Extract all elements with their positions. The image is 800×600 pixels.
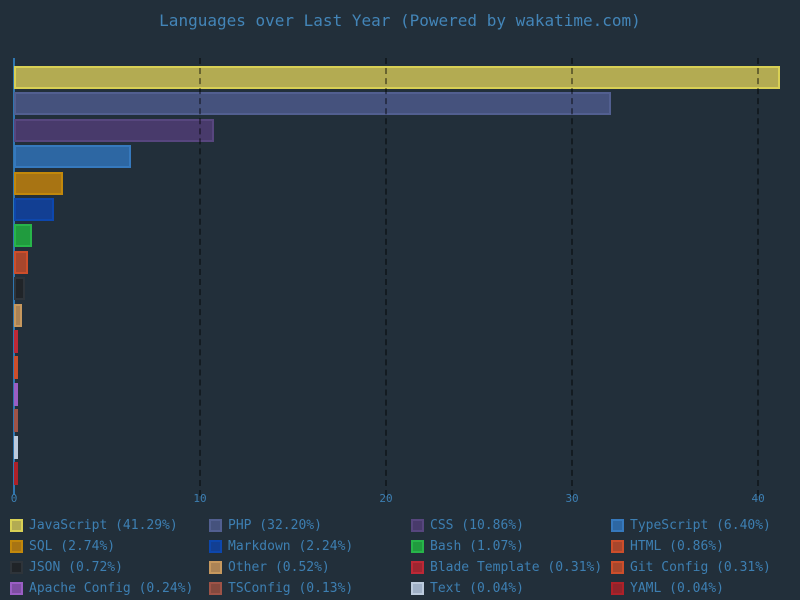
bar-json [14,277,25,300]
legend-label-git-config: Git Config (0.31%) [630,557,771,578]
bar-php [14,92,611,115]
legend-item-blade-template: Blade Template (0.31%) [411,557,611,578]
legend-label-tsconfig: TSConfig (0.13%) [228,578,353,599]
x-tick-label-10: 10 [193,492,206,505]
x-tick-label-30: 30 [565,492,578,505]
bar-git-config [14,356,18,379]
legend-label-other: Other (0.52%) [228,557,330,578]
legend-item-sql: SQL (2.74%) [10,536,209,557]
legend-swatch-php [209,519,222,532]
legend-item-markdown: Markdown (2.24%) [209,536,411,557]
legend-swatch-blade-template [411,561,424,574]
bar-apache-config [14,383,18,406]
legend-item-javascript: JavaScript (41.29%) [10,515,209,536]
legend-swatch-other [209,561,222,574]
legend-label-css: CSS (10.86%) [430,515,524,536]
bar-sql [14,172,63,195]
legend-item-git-config: Git Config (0.31%) [611,557,800,578]
legend-item-typescript: TypeScript (6.40%) [611,515,800,536]
legend-swatch-markdown [209,540,222,553]
legend-swatch-typescript [611,519,624,532]
legend-item-yaml: YAML (0.04%) [611,578,800,599]
x-tick-label-20: 20 [379,492,392,505]
bar-css [14,119,214,142]
bar-tsconfig [14,409,18,432]
bar-javascript [14,66,780,89]
bar-text [14,436,18,459]
bar-markdown [14,198,54,221]
legend-item-css: CSS (10.86%) [411,515,611,536]
legend-item-json: JSON (0.72%) [10,557,209,578]
wakatime-languages-chart: Languages over Last Year (Powered by wak… [0,0,800,600]
gridline-30 [571,58,573,496]
legend-swatch-javascript [10,519,23,532]
legend-swatch-json [10,561,23,574]
legend-label-bash: Bash (1.07%) [430,536,524,557]
legend-swatch-tsconfig [209,582,222,595]
legend-label-text: Text (0.04%) [430,578,524,599]
bar-typescript [14,145,131,168]
legend-swatch-css [411,519,424,532]
legend-item-bash: Bash (1.07%) [411,536,611,557]
legend-swatch-sql [10,540,23,553]
legend-swatch-yaml [611,582,624,595]
legend-label-php: PHP (32.20%) [228,515,322,536]
bar-other [14,304,22,327]
legend: JavaScript (41.29%) PHP (32.20%) CSS (10.8… [0,515,800,599]
x-tick-label-0: 0 [11,492,18,505]
gridline-20 [385,58,387,496]
legend-label-typescript: TypeScript (6.40%) [630,515,771,536]
legend-item-apache-config: Apache Config (0.24%) [10,578,209,599]
legend-swatch-html [611,540,624,553]
legend-label-markdown: Markdown (2.24%) [228,536,353,557]
legend-item-php: PHP (32.20%) [209,515,411,536]
bar-blade-template [14,330,18,353]
legend-label-blade-template: Blade Template (0.31%) [430,557,602,578]
plot-area [14,58,786,488]
legend-item-text: Text (0.04%) [411,578,611,599]
x-tick-label-40: 40 [751,492,764,505]
legend-label-yaml: YAML (0.04%) [630,578,724,599]
legend-label-apache-config: Apache Config (0.24%) [29,578,193,599]
legend-label-html: HTML (0.86%) [630,536,724,557]
legend-swatch-bash [411,540,424,553]
legend-swatch-git-config [611,561,624,574]
bar-yaml [14,462,18,485]
gridline-40 [757,58,759,496]
legend-label-sql: SQL (2.74%) [29,536,115,557]
legend-swatch-text [411,582,424,595]
legend-item-html: HTML (0.86%) [611,536,800,557]
bar-bash [14,224,32,247]
legend-item-tsconfig: TSConfig (0.13%) [209,578,411,599]
legend-swatch-apache-config [10,582,23,595]
legend-label-json: JSON (0.72%) [29,557,123,578]
legend-item-other: Other (0.52%) [209,557,411,578]
legend-label-javascript: JavaScript (41.29%) [29,515,178,536]
chart-title: Languages over Last Year (Powered by wak… [0,11,800,30]
bar-html [14,251,28,274]
gridline-10 [199,58,201,496]
